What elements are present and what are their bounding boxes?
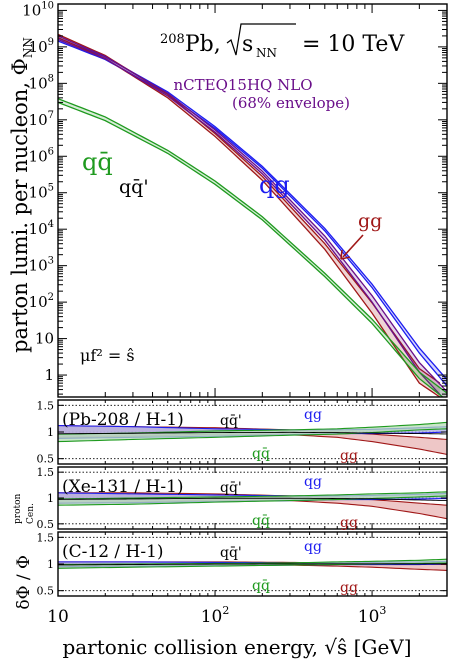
ratio-ylabel-sub: Cen. [26,503,36,524]
subtitle-line-1: nCTEQ15HQ NLO [173,76,312,94]
title-comma: , [214,32,221,57]
ratio-y-tick-label: 0.5 [37,453,55,466]
title-element: Pb [185,32,214,57]
ratio-y-tick-label: 1.5 [37,531,55,544]
ratio-y-tick-label: 1 [47,558,54,571]
ratio-panel: 0.5 1 1.5 (C-12 / H-1) qq̄' qg qq̄ gg [37,531,448,598]
ratio-edge-qqbar-high [58,558,447,566]
ratio-label-gg: gg [340,448,358,464]
y-tick-label: 108 [29,73,54,92]
ratio-label-qg: qg [304,407,322,423]
ratio-panel-bands [58,404,447,460]
curve-qqbar-high [58,98,447,394]
main-ylabel-sub: NN [21,37,35,58]
ratio-central-curve [58,431,447,435]
main-ylabel-text: parton lumi. per nucleon, Φ [8,58,32,353]
ratio-edge-qqbar-high [58,491,447,500]
x-tick-label: 103 [358,604,387,627]
ratio-label-qg: qg [304,539,322,555]
label-qg: qg [259,171,290,199]
ratio-panel-bands [58,536,447,592]
ratio-panels: 0.5 1 1.5 (Pb-208 / H-1) qq̄' qg qq̄ gg 0.5 1 1.5 (… [37,399,448,598]
curve-qqbar-low [58,101,444,397]
y-tick-label: 1010 [22,0,54,19]
title-sqrt: s NN = 10 TeV [226,23,405,60]
x-axis-label: partonic collision energy, √ŝ [GeV] [62,635,411,659]
svg-text:δΦ / Φ: δΦ / Φ [14,555,34,610]
x-tick-label: 102 [201,604,230,627]
ratio-label-qqbar: qq̄ [252,446,270,462]
curve-purple-high [58,35,447,393]
ratio-label-qqbar-prime: qq̄' [220,480,242,496]
ratio-label-qqbar-prime: qq̄' [220,413,242,429]
y-tick-label: 1 [44,366,54,384]
ratio-edge-qqbar-low [58,495,447,506]
subtitle-line-2: (68% envelope) [232,94,350,112]
y-tick-label: 105 [29,183,54,202]
chart-title: 208Pb, [160,32,221,57]
title-sqrt-sub: NN [256,46,277,60]
ratio-central-curve [58,563,447,566]
ratio-panel-label: (Xe-131 / H-1) [62,477,184,497]
gg-arrow [340,234,364,260]
ratio-y-tick-label: 1.5 [37,466,55,479]
title-mass-number: 208 [160,32,185,47]
y-tick-label: 103 [29,256,54,275]
title-sqrt-s: s [242,32,253,57]
y-tick-label: 10 [35,330,54,348]
ratio-panel-label: (C-12 / H-1) [62,542,164,562]
ratio-y-tick-label: 1 [47,426,54,439]
ratio-edge-qqbar-low [58,428,447,443]
y-tick-label: 104 [29,219,54,238]
ratio-label-qqbar: qq̄ [252,578,270,594]
label-qqbar-prime: qq̄' [119,176,149,198]
title-energy: = 10 TeV [302,32,405,57]
ratio-y-tick-label: 0.5 [37,585,55,598]
x-tick-label: 10 [47,607,69,627]
y-tick-label: 106 [29,146,54,165]
ratio-ylabel: δΦ / Φ proton Cen. [13,493,36,609]
y-tick-label: 102 [29,292,54,311]
ratio-central-curve [58,497,447,502]
ratio-ylabel-text: δΦ / Φ [14,555,34,610]
label-qqbar: qq̄ [82,148,113,176]
curve-purple-low [58,38,444,397]
ratio-y-tick-label: 1 [47,492,54,505]
ratio-y-tick-label: 0.5 [37,518,55,531]
ratio-ylabel-sup: proton [13,493,23,524]
ratio-label-gg: gg [340,515,358,531]
ratio-panel-label: (Pb-208 / H-1) [62,410,184,430]
ratio-panel-bands [58,471,447,525]
ratio-label-gg: gg [340,580,358,596]
main-series-layer [58,33,447,397]
ratio-label-qg: qg [304,474,322,490]
y-tick-label: 107 [29,110,54,129]
y-tick-label: 109 [29,37,54,56]
main-ylabel: parton lumi. per nucleon, ΦNN [8,37,35,353]
ratio-y-tick-label: 1.5 [37,399,55,412]
ratio-label-qqbar-prime: qq̄' [220,545,242,561]
ratio-label-qqbar: qq̄ [252,513,270,529]
svg-text:parton lumi. per nucleon, ΦNN: parton lumi. per nucleon, ΦNN [8,37,35,353]
scale-note: μf² = ŝ [80,346,135,365]
ratio-panel: 0.5 1 1.5 (Xe-131 / H-1) qq̄' qg qq̄ gg [37,466,448,531]
ratio-panel: 0.5 1 1.5 (Pb-208 / H-1) qq̄' qg qq̄ gg [37,399,448,466]
label-gg: gg [358,210,382,232]
